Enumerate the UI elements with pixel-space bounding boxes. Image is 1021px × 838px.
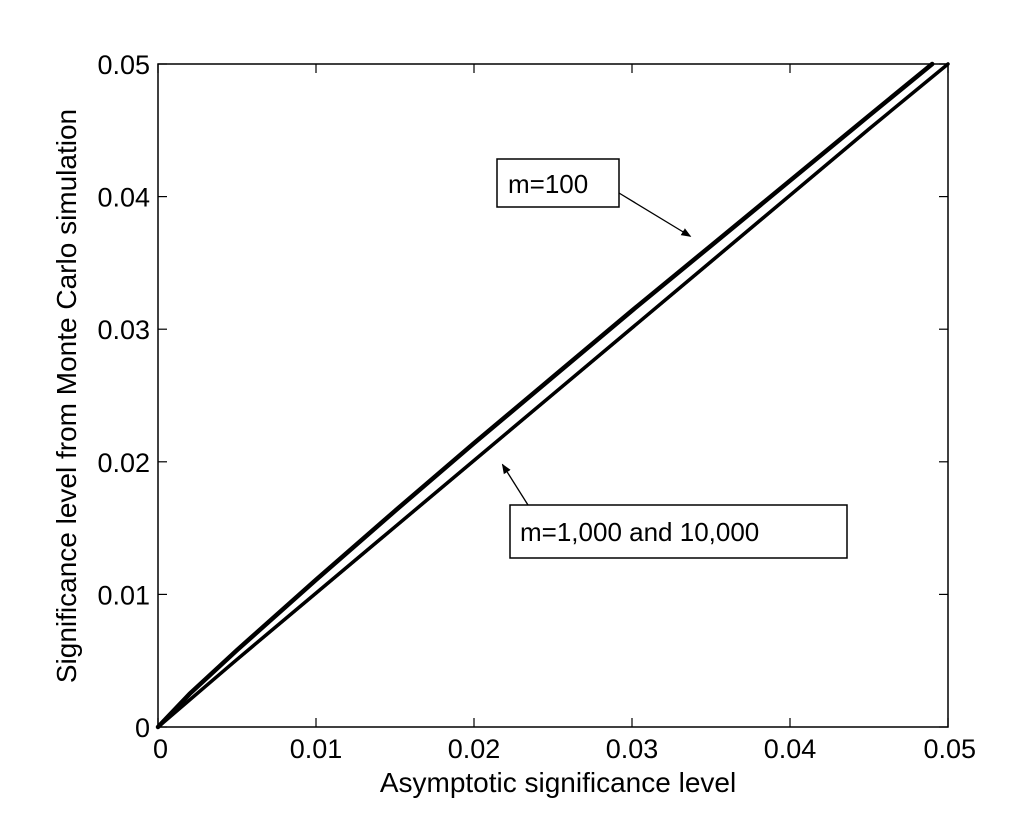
annotations: m=100 m=1,000 and 10,000 xyxy=(496,158,848,559)
x-tick-label: 0.02 xyxy=(448,734,501,764)
x-axis-label: Asymptotic significance level xyxy=(380,767,736,798)
axis-ticks: 0 0.01 0.02 0.03 0.04 0.05 0 0.01 0.02 0.03 0.04 0.… xyxy=(97,50,976,764)
plot-frame xyxy=(157,63,949,728)
x-tick-label: 0.01 xyxy=(290,734,343,764)
y-tick-label: 0.02 xyxy=(97,448,150,478)
annotation-arrow-1 xyxy=(618,192,692,237)
y-tick-label: 0.04 xyxy=(97,183,150,213)
y-tick-label: 0.01 xyxy=(97,580,150,610)
annotation-box-m1000 xyxy=(509,504,848,559)
y-tick-label: 0.03 xyxy=(97,315,150,345)
series-line-1 xyxy=(155,61,935,730)
annotation-label-m100: m=100 xyxy=(508,169,588,199)
annotation-box-m100 xyxy=(496,158,620,208)
annotation-label-m1000: m=1,000 and 10,000 xyxy=(520,517,759,547)
y-tick-label: 0 xyxy=(135,713,150,743)
x-tick-label: 0.05 xyxy=(923,734,976,764)
series-lines xyxy=(155,61,950,730)
x-tick-label: 0 xyxy=(153,734,168,764)
x-tick-label: 0.03 xyxy=(606,734,659,764)
series-line-3 xyxy=(157,63,949,728)
annotation-arrow-2 xyxy=(501,463,529,506)
y-tick-label: 0.05 xyxy=(97,50,150,80)
series-line-2 xyxy=(156,62,950,729)
y-axis-label: Significance level from Monte Carlo simu… xyxy=(51,109,82,683)
x-tick-label: 0.04 xyxy=(764,734,817,764)
